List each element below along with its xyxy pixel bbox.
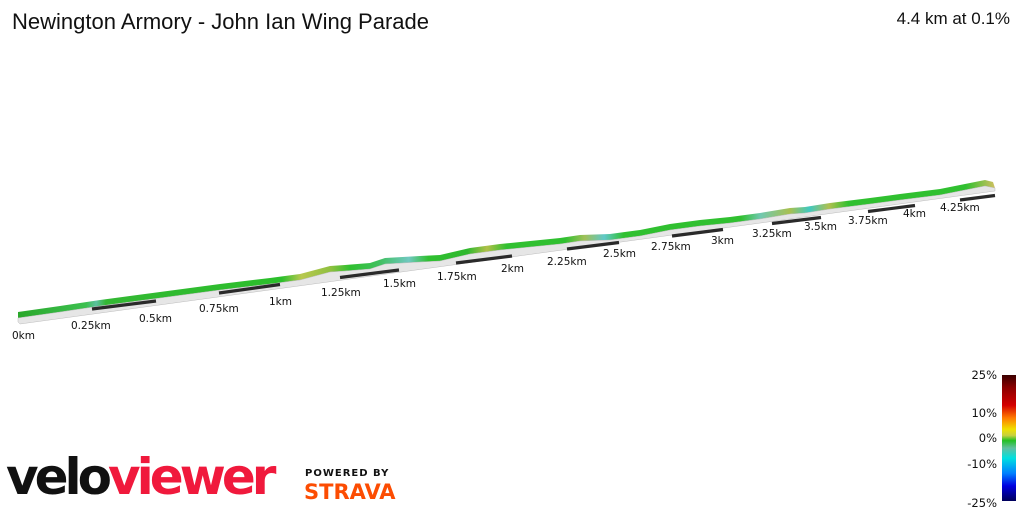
route-title: Newington Armory - John Ian Wing Parade (12, 9, 429, 34)
km-label: 0km (12, 330, 35, 342)
km-label: 3.75km (848, 215, 888, 227)
km-label: 0.75km (199, 303, 239, 315)
legend-tick: -10% (967, 457, 997, 471)
km-label: 2.5km (603, 248, 636, 260)
km-label: 2.75km (651, 241, 691, 253)
legend-tick: 10% (971, 406, 997, 420)
km-label: 3.25km (752, 228, 792, 240)
legend-tick: 25% (971, 368, 997, 382)
logo-velo: velo (6, 448, 112, 506)
gradient-color-scale (1002, 375, 1016, 501)
legend-tick: -25% (967, 496, 997, 510)
strava-logo: STRAVA (304, 480, 396, 504)
km-label: 1.25km (321, 287, 361, 299)
km-label: 2km (501, 263, 524, 275)
km-label: 4km (903, 208, 926, 220)
km-label: 0.5km (139, 313, 172, 325)
profile-top-surface (18, 180, 995, 318)
logo-viewer: viewer (108, 448, 276, 506)
powered-by-label: POWERED BY (305, 468, 390, 479)
km-label: 0.25km (71, 320, 111, 332)
km-label: 3km (711, 235, 734, 247)
distance-markers (91, 193, 996, 311)
km-label: 2.25km (547, 256, 587, 268)
veloviewer-logo: veloviewer (6, 452, 276, 502)
km-label: 1km (269, 296, 292, 308)
legend-tick: 0% (978, 431, 997, 445)
km-label: 1.75km (437, 271, 477, 283)
km-labels: 0km 0.25km 0.5km 0.75km 1km 1.25km 1.5km… (12, 202, 980, 342)
gradient-legend: 25% 10% 0% -10% -25% (950, 366, 1024, 512)
km-label: 4.25km (940, 202, 980, 214)
route-summary: 4.4 km at 0.1% (896, 9, 1010, 28)
km-label: 3.5km (804, 221, 837, 233)
km-label: 1.5km (383, 278, 416, 290)
profile-base-face (17, 185, 996, 325)
